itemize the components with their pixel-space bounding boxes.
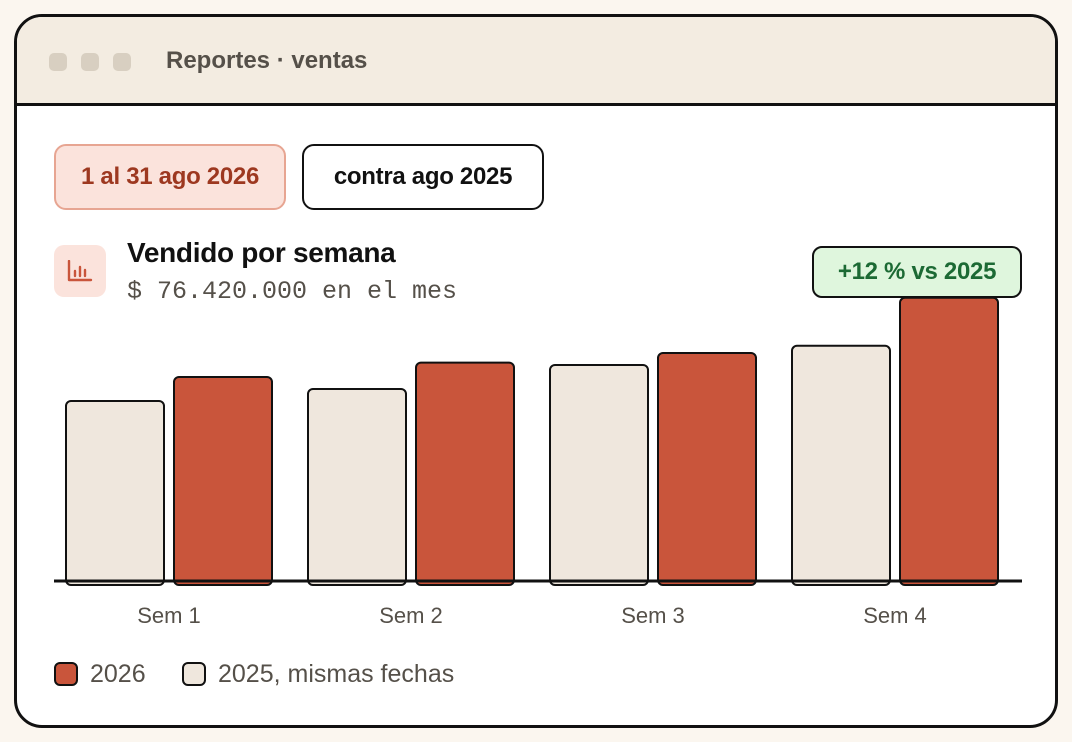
chart-title: Vendido por semana <box>127 237 396 268</box>
bar-2026-week-2[interactable] <box>415 361 515 586</box>
window-minimize-dot[interactable] <box>81 53 99 71</box>
bar-2026-week-4[interactable] <box>899 296 999 586</box>
monthly-total: $ 76.420.000 en el mes <box>127 277 458 306</box>
compare-period-chip[interactable]: contra ago 2025 <box>302 144 544 210</box>
window-close-dot[interactable] <box>49 53 67 71</box>
bar-2026-week-3[interactable] <box>657 352 757 586</box>
bar-chart-icon <box>54 245 106 297</box>
legend-item-2025: 2025, mismas fechas <box>182 658 454 690</box>
date-range-chip[interactable]: 1 al 31 ago 2026 <box>54 144 286 210</box>
report-window: Reportes · ventas 1 al 31 ago 2026 contr… <box>14 14 1058 728</box>
bar-2025-week-1[interactable] <box>65 400 165 586</box>
bar-2025-week-3[interactable] <box>549 364 649 586</box>
legend-label-2026: 2026 <box>90 659 146 688</box>
window-title: Reportes · ventas <box>166 47 368 74</box>
legend-label-2025: 2025, mismas fechas <box>218 659 455 688</box>
bar-2026-week-1[interactable] <box>173 376 273 586</box>
x-tick-label: Sem 2 <box>379 603 443 628</box>
growth-badge: +12 % vs 2025 <box>812 246 1022 298</box>
legend-item-2026: 2026 <box>54 658 146 690</box>
x-tick-label: Sem 4 <box>863 603 927 628</box>
bar-2025-week-4[interactable] <box>791 344 891 586</box>
x-tick-label: Sem 3 <box>621 603 685 628</box>
window-maximize-dot[interactable] <box>113 53 131 71</box>
legend-swatch-2025 <box>182 662 206 686</box>
weekly-sales-bar-chart: Sem 1 Sem 2 Sem 3 Sem 4 <box>54 296 1022 628</box>
x-tick-label: Sem 1 <box>137 603 201 628</box>
window-titlebar: Reportes · ventas <box>17 17 1055 106</box>
bar-2025-week-2[interactable] <box>307 388 407 586</box>
legend-swatch-2026 <box>54 662 78 686</box>
